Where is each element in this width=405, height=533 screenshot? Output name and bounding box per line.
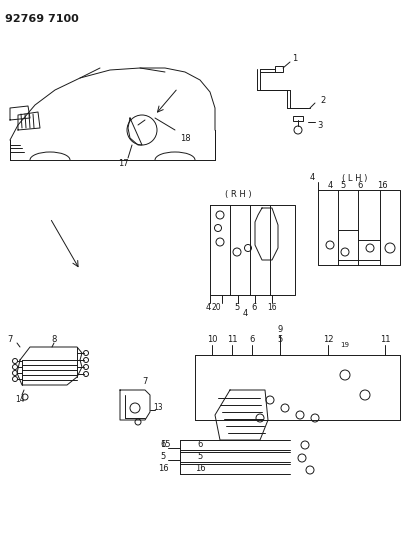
Text: 12: 12 — [322, 335, 333, 344]
Text: 6: 6 — [197, 440, 202, 449]
Text: 4: 4 — [205, 303, 210, 312]
Text: 10: 10 — [206, 335, 217, 344]
Text: 6: 6 — [160, 440, 165, 449]
Text: 11: 11 — [379, 335, 389, 344]
Text: 92769 7100: 92769 7100 — [5, 14, 79, 24]
Text: 9: 9 — [277, 326, 282, 335]
Text: 19: 19 — [340, 342, 349, 348]
Text: ( L H ): ( L H ) — [341, 174, 367, 182]
Text: 6: 6 — [251, 303, 256, 312]
Text: 4: 4 — [326, 181, 332, 190]
Text: 18: 18 — [179, 133, 190, 142]
Text: 5: 5 — [234, 303, 239, 312]
Text: 16: 16 — [376, 181, 386, 190]
Text: 6: 6 — [356, 181, 362, 190]
Text: 5: 5 — [277, 335, 282, 344]
Text: 20: 20 — [211, 303, 220, 312]
Text: 16: 16 — [157, 464, 168, 473]
Text: 6: 6 — [249, 335, 254, 344]
Text: 14: 14 — [15, 395, 25, 405]
Text: 5: 5 — [197, 453, 202, 462]
Text: 16: 16 — [194, 464, 205, 473]
Text: 17: 17 — [117, 158, 128, 167]
Text: 16: 16 — [266, 303, 276, 312]
Text: 5: 5 — [339, 181, 345, 190]
Text: 11: 11 — [226, 335, 237, 344]
Bar — [274, 66, 282, 72]
Bar — [292, 116, 302, 121]
Text: 3: 3 — [317, 120, 322, 130]
Text: 4: 4 — [242, 309, 247, 318]
Text: 5: 5 — [160, 453, 165, 462]
Text: 7: 7 — [7, 335, 13, 344]
Text: 7: 7 — [142, 377, 147, 386]
Text: 15: 15 — [160, 440, 170, 449]
Text: 4: 4 — [309, 174, 314, 182]
Text: 2: 2 — [320, 95, 325, 104]
Text: 8: 8 — [51, 335, 57, 344]
Text: ( R H ): ( R H ) — [224, 190, 251, 199]
Text: 13: 13 — [153, 403, 162, 413]
Text: 1: 1 — [292, 53, 297, 62]
